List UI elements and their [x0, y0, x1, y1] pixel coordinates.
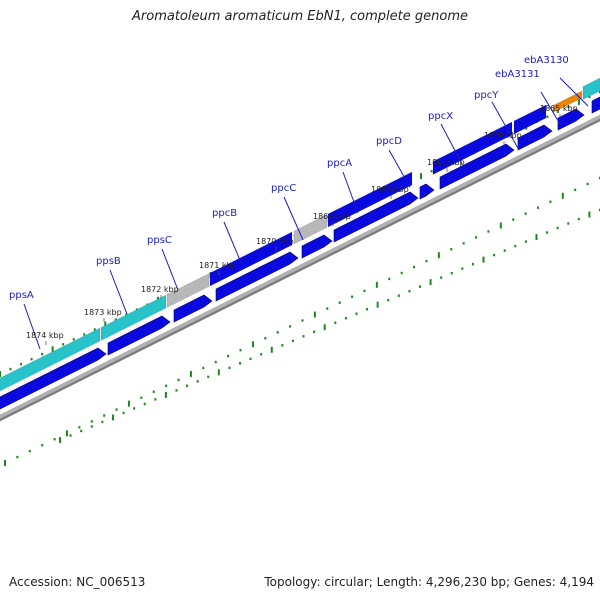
callout-line — [283, 196, 304, 241]
cds-arrow-7 — [419, 183, 435, 200]
gene-label: ppcB — [212, 208, 237, 219]
cds-arrow-1 — [0, 347, 107, 410]
gene-label: ppcX — [428, 111, 453, 122]
genome-summary-text: Topology: circular; Length: 4,296,230 bp… — [264, 575, 594, 589]
accession-text: Accession: NC_006513 — [9, 575, 146, 589]
callout-line — [161, 248, 179, 291]
tick-label: 1874 kbp — [26, 331, 64, 340]
tick-label: 1869 kbp — [313, 212, 351, 221]
cds-arrow-2 — [107, 315, 171, 356]
cds-arrow-6 — [333, 191, 419, 243]
tick-label: 1868 kbp — [371, 185, 409, 194]
callout-line — [23, 303, 41, 350]
callout-line — [388, 149, 411, 188]
tick-label: 1873 kbp — [84, 308, 122, 317]
feature-blue-ppcY — [513, 104, 547, 135]
tick-label: 1872 kbp — [141, 285, 179, 294]
gene-callouts: ebA3130 ebA3131 ppcY ppcX ppcD ppcA ppcC ppcB pp… — [9, 55, 589, 350]
callout-line — [559, 77, 589, 107]
feature-orange-ebA3131 — [552, 90, 583, 113]
feature-blue-ppcX — [432, 121, 513, 175]
gene-label: ppsC — [147, 235, 172, 246]
genome-backbone-shadow — [0, 118, 600, 422]
callout-line — [491, 101, 520, 151]
feature-blue-ppcB — [209, 231, 293, 287]
feature-gray-ppsC — [166, 273, 210, 308]
feature-cyan-ppsA — [0, 327, 101, 392]
feature-gray-ppcC — [293, 214, 328, 245]
inner-tick-dots — [59, 208, 600, 443]
feature-track — [0, 77, 600, 392]
callout-line — [109, 269, 128, 315]
feature-cyan-ebA3130 — [582, 77, 600, 100]
gene-label: ebA3130 — [524, 55, 569, 66]
cds-arrow-3 — [173, 294, 213, 323]
gene-label: ebA3131 — [495, 69, 540, 80]
callout-line — [440, 123, 463, 165]
cds-arrow-5 — [301, 234, 333, 259]
feature-blue-ppcA — [327, 171, 413, 228]
tick-label: 1870 kbp — [256, 237, 294, 246]
tick-label: 1865 kbp — [540, 104, 578, 113]
gene-label: ppcC — [271, 183, 296, 194]
cds-arrow-4 — [215, 251, 299, 302]
callout-line — [342, 171, 359, 214]
gene-label: ppcD — [376, 136, 402, 147]
cds-track — [0, 96, 600, 410]
gene-label: ppcY — [474, 90, 499, 101]
gene-label: ppsA — [9, 290, 34, 301]
tick-label: 1866 kbp — [484, 131, 522, 140]
genome-backbone — [0, 114, 600, 422]
feature-cyan-ppsB — [100, 294, 167, 341]
tick-label: 1871 kbp — [199, 261, 237, 270]
map-title: Aromatoleum aromaticum EbN1, complete ge… — [132, 9, 468, 24]
callout-line — [223, 221, 243, 266]
gene-label: ppcA — [327, 158, 352, 169]
cds-arrow-8 — [439, 143, 515, 190]
cds-arrow-10 — [557, 108, 585, 131]
tick-label: 1867 kbp — [427, 158, 465, 167]
gene-label: ppsB — [96, 256, 121, 267]
innermost-tick-dots — [4, 176, 600, 466]
cds-arrow-11 — [591, 96, 600, 114]
kbp-ticks: 1865 kbp 1866 kbp 1867 kbp 1868 kbp 1869 kbp… — [26, 104, 578, 345]
callout-line — [540, 91, 561, 125]
